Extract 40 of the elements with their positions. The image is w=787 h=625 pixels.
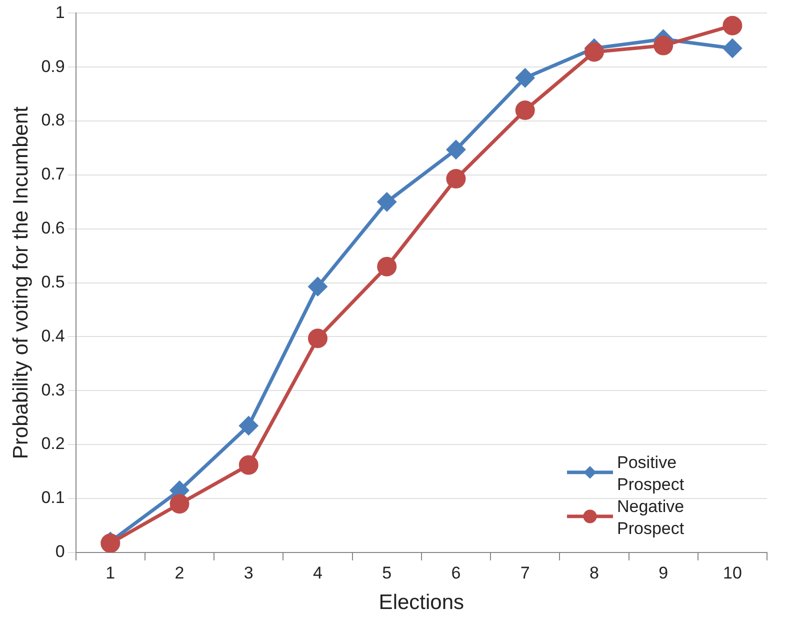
point <box>516 68 534 88</box>
y-tick-label: 0.7 <box>41 164 65 184</box>
point <box>308 277 327 296</box>
y-tick-label: 0.2 <box>41 434 65 454</box>
x-tick-label: 10 <box>722 563 742 582</box>
point <box>446 168 466 188</box>
y-tick-label: 0.5 <box>41 272 65 292</box>
x-tick-label: 3 <box>244 563 254 582</box>
point <box>584 42 604 62</box>
x-tick-label: 5 <box>382 563 392 582</box>
y-tick-label: 0.3 <box>41 380 65 400</box>
point <box>308 328 328 348</box>
point <box>515 100 535 120</box>
y-tick-label: 0.9 <box>41 56 65 76</box>
y-tick-label: 0.8 <box>41 110 65 130</box>
x-tick-label: 7 <box>520 563 530 582</box>
point <box>654 36 674 56</box>
x-tick-label: 4 <box>313 563 322 582</box>
x-tick-label: 8 <box>589 563 599 582</box>
x-tick-label: 6 <box>451 563 461 582</box>
point <box>238 455 258 475</box>
x-tick-label: 9 <box>658 563 668 582</box>
y-tick-label: 0.6 <box>41 218 65 238</box>
legend-label: Negative Prospect <box>617 497 684 538</box>
point <box>377 256 397 276</box>
x-tick-label: 2 <box>174 563 184 582</box>
y-axis-title: Probability of voting for the Incumbent <box>9 106 32 460</box>
y-tick-label: 1 <box>55 2 65 22</box>
point <box>723 39 742 58</box>
y-tick-label: 0.4 <box>41 326 65 346</box>
point <box>446 140 466 159</box>
y-tick-label: 0 <box>55 542 65 562</box>
point <box>378 192 396 212</box>
point <box>170 494 190 514</box>
x-tick-label: 1 <box>106 563 116 582</box>
legend-label: Positive Prospect <box>617 453 684 494</box>
x-axis-title: Elections <box>378 591 464 614</box>
point <box>722 16 742 36</box>
point <box>239 416 258 435</box>
y-tick-label: 0.1 <box>41 488 65 508</box>
